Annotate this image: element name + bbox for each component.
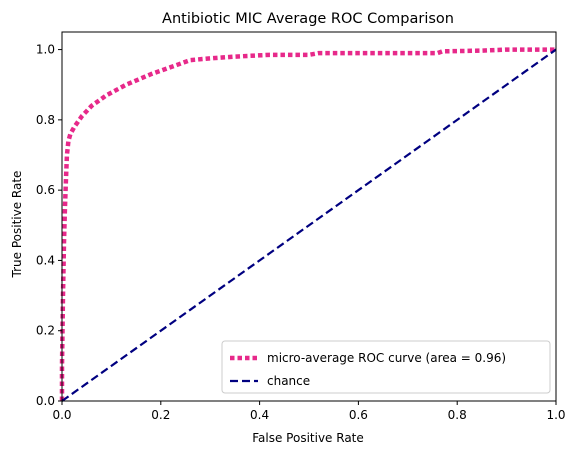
legend: micro-average ROC curve (area = 0.96) ch…: [221, 340, 551, 394]
legend-frame: [221, 340, 551, 394]
y-tick-label: 0.2: [36, 324, 55, 338]
x-tick-label: 1.0: [546, 408, 565, 422]
y-tick-label: 0.4: [36, 253, 55, 267]
y-tick-label: 0.6: [36, 183, 55, 197]
legend-label-micro-average: micro-average ROC curve (area = 0.96): [267, 351, 506, 365]
legend-label-chance: chance: [267, 374, 310, 388]
chart-title: Antibiotic MIC Average ROC Comparison: [162, 11, 454, 27]
x-tick-label: 0.0: [52, 408, 71, 422]
series-line-micro-average: [59, 47, 556, 401]
y-axis-ticks: 0.0 0.2 0.4 0.6 0.8 1.0: [36, 43, 62, 408]
x-tick-label: 0.6: [349, 408, 368, 422]
series-line-chance: [61, 48, 557, 402]
plot-area: [59, 31, 557, 402]
y-tick-label: 0.0: [36, 394, 55, 408]
x-tick-label: 0.8: [448, 408, 467, 422]
y-tick-label: 0.8: [36, 113, 55, 127]
x-axis-ticks: 0.0 0.2 0.4 0.6 0.8 1.0: [52, 401, 566, 422]
axes-frame: [61, 31, 557, 402]
y-axis-label: True Positive Rate: [10, 171, 24, 279]
x-tick-label: 0.4: [250, 408, 269, 422]
x-tick-label: 0.2: [151, 408, 170, 422]
x-axis-label: False Positive Rate: [252, 431, 364, 445]
y-tick-label: 1.0: [36, 43, 55, 57]
